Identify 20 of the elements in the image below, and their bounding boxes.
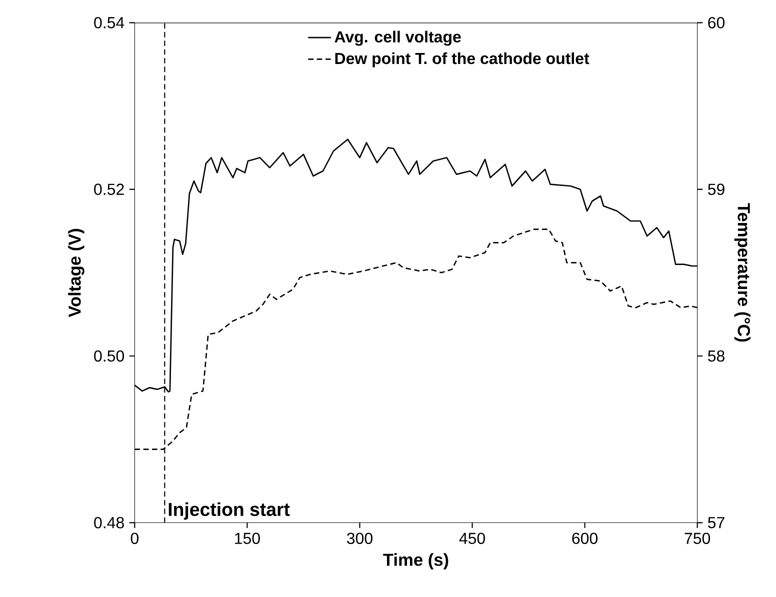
y2-tick-label: 60 xyxy=(708,16,725,28)
y2-tick-label: 57 xyxy=(708,516,724,528)
x-tick-label: 0 xyxy=(130,532,138,544)
x-tick-label: 450 xyxy=(459,532,485,544)
y-tick-label: 0.52 xyxy=(94,184,124,195)
y2-axis-title: Temperature (°C) xyxy=(734,202,750,342)
y2-tick-label: 58 xyxy=(708,350,724,362)
y-axis-title: Voltage (V) xyxy=(68,228,84,317)
x-tick-label: 600 xyxy=(572,532,598,544)
x-tick-label: 300 xyxy=(346,532,372,544)
y-tick-label: 0.54 xyxy=(94,16,124,28)
y-tick-label: 0.50 xyxy=(94,350,124,362)
legend-label: Avg. cell voltage xyxy=(334,30,461,46)
x-tick-label: 750 xyxy=(684,532,710,544)
x-tick-label: 150 xyxy=(235,532,260,544)
y-tick-label: 0.48 xyxy=(94,516,124,528)
y2-tick-label: 59 xyxy=(708,184,724,195)
legend-label: Dew point T. of the cathode outlet xyxy=(335,52,590,68)
x-axis-title: Time (s) xyxy=(383,553,448,570)
ref-line-label: Injection start xyxy=(168,502,290,520)
